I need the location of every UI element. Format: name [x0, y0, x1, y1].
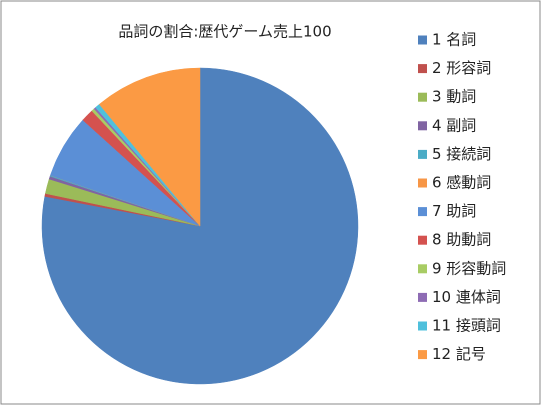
legend-label: 2 形容詞	[432, 59, 491, 77]
legend-swatch	[418, 264, 427, 274]
legend-label: 1 名詞	[432, 31, 476, 49]
legend-label: 6 感動詞	[432, 174, 491, 192]
chart-title: 品詞の割合:歴代ゲーム売上100	[118, 23, 331, 41]
pie-slice	[98, 67, 201, 227]
legend-label: 10 連体詞	[432, 288, 501, 306]
legend-swatch	[418, 235, 427, 245]
pie-slice	[41, 67, 359, 385]
legend-label: 5 接続詞	[432, 145, 491, 163]
legend-label: 7 助詞	[432, 202, 476, 220]
legend-label: 8 助動詞	[432, 231, 491, 249]
legend-label: 11 接頭詞	[432, 317, 501, 335]
legend-swatch	[418, 149, 427, 159]
legend-label: 4 副詞	[432, 116, 476, 134]
legend-swatch	[418, 207, 427, 217]
legend-swatch	[418, 321, 427, 331]
legend-swatch	[418, 64, 427, 74]
legend-swatch	[418, 92, 427, 102]
legend-swatch	[418, 292, 427, 302]
legend-label: 12 記号	[432, 345, 486, 363]
legend-swatch	[418, 178, 427, 188]
legend-swatch	[418, 121, 427, 131]
legend-label: 3 動詞	[432, 88, 476, 106]
legend-swatch	[418, 35, 427, 45]
legend-label: 9 形容動詞	[432, 259, 506, 277]
legend-swatch	[418, 350, 427, 360]
